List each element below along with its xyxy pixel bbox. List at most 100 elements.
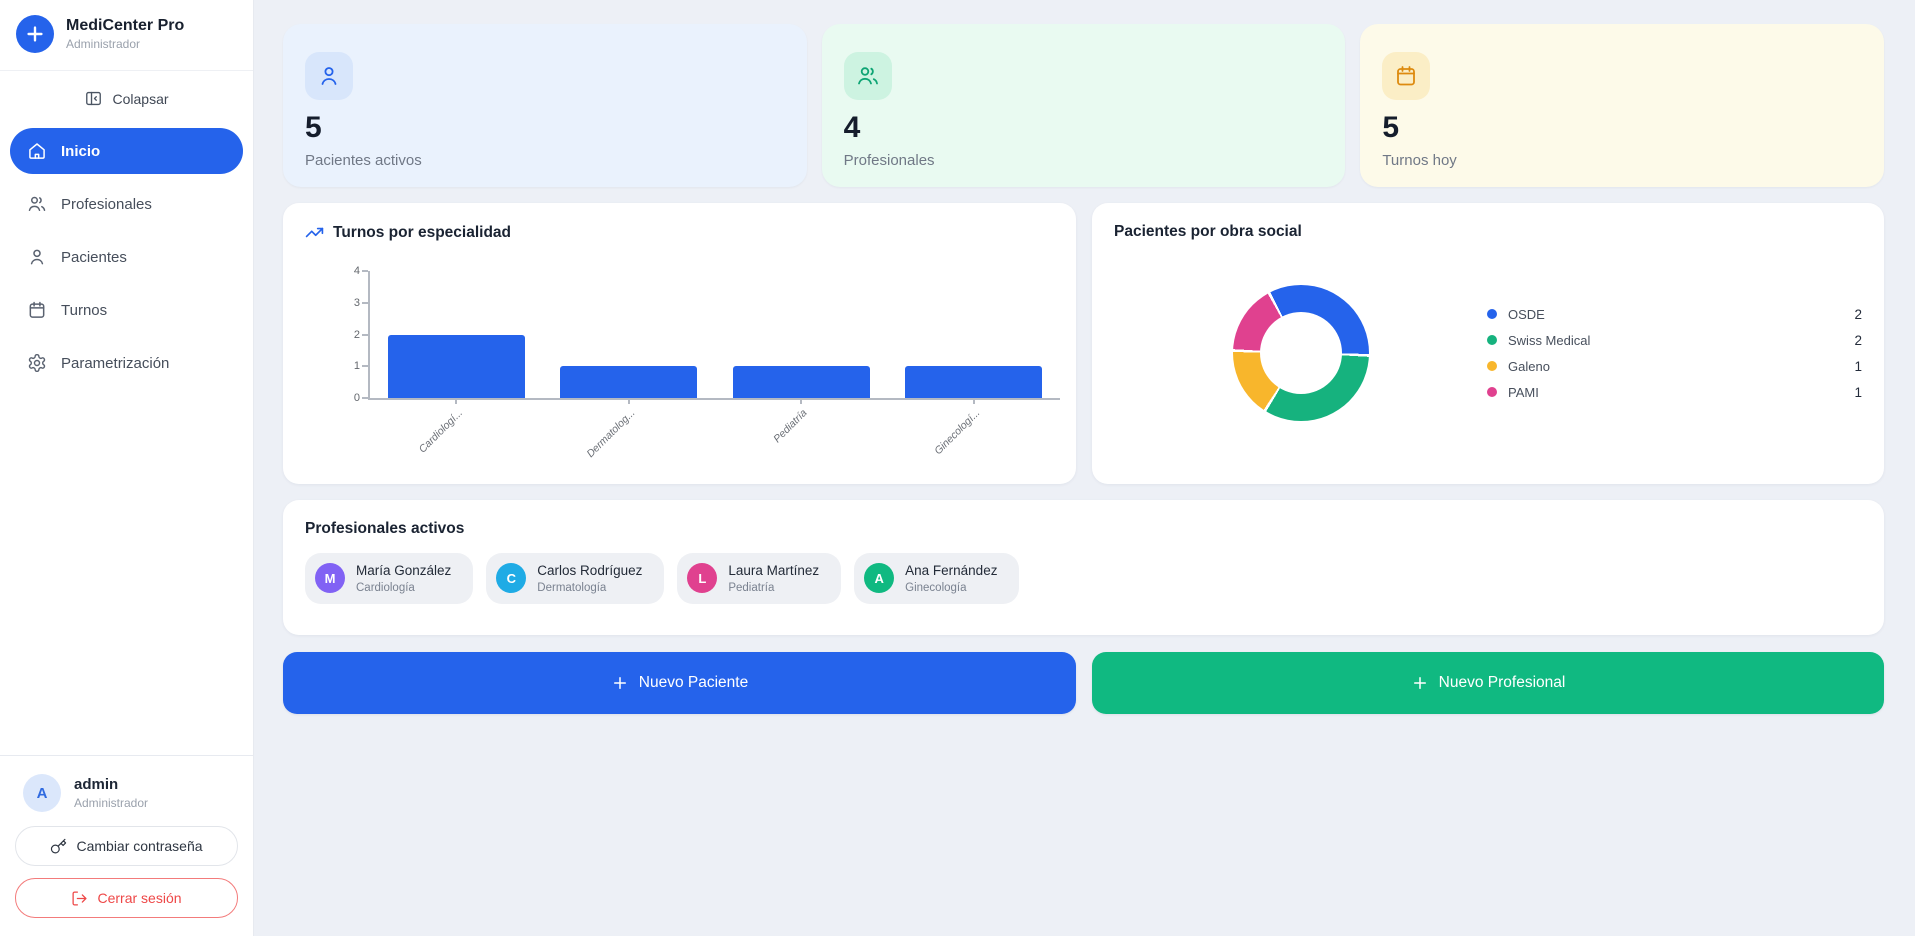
- legend-dot: [1487, 335, 1497, 345]
- sidebar-footer: A admin Administrador Cambiar contraseña…: [0, 755, 253, 936]
- professional-chip: M María González Cardiología: [305, 553, 474, 604]
- new-professional-label: Nuevo Profesional: [1438, 674, 1566, 691]
- donut-chart-title: Pacientes por obra social: [1114, 223, 1302, 240]
- legend-row: PAMI 1: [1487, 379, 1862, 405]
- stats-row: 5 Pacientes activos 4 Profesionales 5 Turnos …: [283, 24, 1884, 187]
- bar-chart-plot: 0 1 2 3 4 Cardiologí... Dermatolog... Pediatría…: [354, 265, 1060, 460]
- trending-up-icon: [305, 223, 324, 242]
- avatar: C: [496, 563, 527, 594]
- x-axis-tick-mark: [627, 398, 630, 404]
- professional-specialty: Ginecología: [905, 581, 967, 594]
- new-professional-button[interactable]: Nuevo Profesional: [1092, 652, 1884, 714]
- legend-value: 2: [1854, 306, 1862, 322]
- professionals-chip-list: M María González Cardiología C Carlos Rodríg…: [305, 553, 1862, 604]
- sidebar-nav: Inicio Profesionales Pacientes Turnos Parame…: [0, 128, 253, 386]
- stat-card: 5 Turnos hoy: [1360, 24, 1884, 187]
- x-axis-tick-label: Ginecologí...: [932, 407, 983, 458]
- stat-label: Profesionales: [843, 152, 935, 169]
- gear-icon: [27, 353, 47, 373]
- calendar-icon: [1382, 52, 1431, 100]
- app-subtitle: Administrador: [66, 37, 141, 52]
- avatar: A: [23, 774, 61, 812]
- user-icon: [305, 52, 353, 100]
- x-axis-tick-mark: [800, 398, 803, 404]
- current-user-name: admin: [74, 776, 119, 794]
- sidebar-item-label: Inicio: [61, 142, 101, 160]
- charts-row: Turnos por especialidad 0 1 2 3 4 Cardiologí.…: [283, 203, 1884, 484]
- current-user: A admin Administrador: [15, 772, 238, 826]
- new-patient-label: Nuevo Paciente: [638, 674, 749, 691]
- app-title-block: MediCenter Pro Administrador: [66, 17, 184, 52]
- bar-2: [732, 366, 870, 398]
- y-axis-tick-mark: [362, 397, 368, 399]
- sidebar-item-inicio[interactable]: Inicio: [10, 128, 243, 174]
- stat-label: Turnos hoy: [1382, 152, 1457, 169]
- y-axis-tick-mark: [362, 270, 368, 272]
- sidebar-item-label: Pacientes: [61, 248, 127, 266]
- y-axis-tick-mark: [362, 301, 368, 304]
- sidebar-item-label: Profesionales: [61, 195, 152, 213]
- y-axis-tick-label: 0: [353, 392, 360, 404]
- users-icon: [843, 52, 892, 100]
- collapse-label: Colapsar: [112, 90, 169, 107]
- donut-chart: [1233, 285, 1369, 421]
- professional-specialty: Cardiología: [356, 581, 415, 594]
- professional-chip: A Ana Fernández Ginecología: [854, 553, 1020, 604]
- main-content: 5 Pacientes activos 4 Profesionales 5 Turnos …: [254, 0, 1915, 936]
- logout-label: Cerrar sesión: [97, 890, 182, 906]
- collapse-sidebar-button[interactable]: Colapsar: [74, 83, 178, 114]
- collapse-icon: [84, 89, 103, 108]
- avatar: A: [864, 563, 895, 594]
- bar-0: [387, 334, 525, 398]
- donut-chart-card: Pacientes por obra social OSDE 2 Swiss Med…: [1092, 203, 1884, 484]
- legend-row: Galeno 1: [1487, 353, 1862, 379]
- bar-chart-card: Turnos por especialidad 0 1 2 3 4 Cardiologí.…: [283, 203, 1076, 484]
- legend-row: Swiss Medical 2: [1487, 327, 1862, 353]
- user-icon: [27, 247, 47, 267]
- professional-specialty: Pediatría: [728, 581, 775, 594]
- stat-value: 5: [1382, 111, 1400, 144]
- professional-name: Carlos Rodríguez: [537, 563, 643, 578]
- sidebar-item-pacientes[interactable]: Pacientes: [10, 234, 243, 280]
- donut-legend: OSDE 2 Swiss Medical 2 Galeno 1 PAMI 1: [1487, 301, 1862, 405]
- bar-3: [905, 366, 1043, 398]
- change-password-label: Cambiar contraseña: [76, 838, 203, 854]
- professional-chip: C Carlos Rodríguez Dermatología: [486, 553, 665, 604]
- calendar-icon: [27, 300, 47, 320]
- key-icon: [50, 838, 67, 855]
- sidebar: MediCenter Pro Administrador Colapsar In…: [0, 0, 254, 936]
- avatar: L: [687, 563, 718, 594]
- legend-dot: [1487, 361, 1497, 371]
- current-user-text: admin Administrador: [74, 776, 148, 809]
- legend-label: PAMI: [1508, 384, 1539, 400]
- bar-chart-title: Turnos por especialidad: [333, 223, 512, 241]
- active-professionals-title: Profesionales activos: [305, 520, 465, 537]
- legend-label: OSDE: [1508, 306, 1545, 322]
- y-axis-tick-label: 3: [353, 296, 360, 309]
- x-axis-tick-label: Cardiologí...: [416, 407, 465, 456]
- y-axis-tick-label: 1: [353, 360, 360, 373]
- users-icon: [27, 194, 47, 214]
- logout-button[interactable]: Cerrar sesión: [15, 878, 238, 918]
- professional-chip-text: Laura Martínez Pediatría: [728, 563, 819, 594]
- professional-chip-text: María González Cardiología: [356, 563, 451, 594]
- app-title: MediCenter Pro: [66, 16, 185, 34]
- stat-value: 4: [843, 111, 861, 144]
- sidebar-item-turnos[interactable]: Turnos: [10, 287, 243, 333]
- sidebar-item-profesionales[interactable]: Profesionales: [10, 181, 243, 227]
- avatar: M: [315, 563, 345, 594]
- x-axis-tick-mark: [972, 398, 975, 404]
- new-patient-button[interactable]: Nuevo Paciente: [283, 652, 1076, 714]
- sidebar-item-parametrizacion[interactable]: Parametrización: [10, 340, 243, 386]
- legend-value: 1: [1854, 358, 1862, 374]
- legend-label: Galeno: [1508, 358, 1550, 374]
- change-password-button[interactable]: Cambiar contraseña: [15, 826, 238, 866]
- plus-icon: [1411, 674, 1429, 692]
- bar-chart-header: Turnos por especialidad: [305, 223, 1054, 242]
- professional-name: Laura Martínez: [728, 563, 820, 578]
- legend-value: 2: [1854, 332, 1862, 348]
- professional-chip-text: Ana Fernández Ginecología: [905, 563, 997, 594]
- professional-name: María González: [356, 563, 452, 578]
- x-axis-tick-label: Pediatría: [771, 407, 810, 446]
- y-axis-tick-mark: [362, 333, 368, 336]
